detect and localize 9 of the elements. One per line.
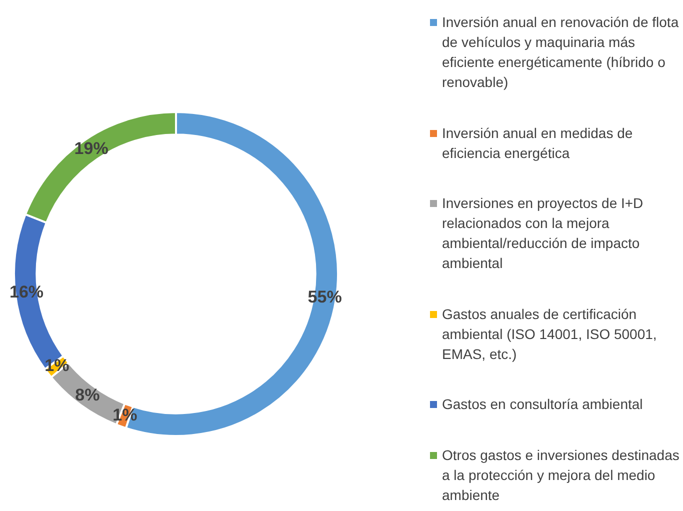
legend-label: Gastos en consultoría ambiental [442, 395, 643, 414]
data-label: 19% [74, 139, 108, 158]
legend-label: Inversión anual en renovación de flota de vehículos y maquinaria más eficiente energéticamente (híbrido o renovable) [442, 13, 680, 92]
data-label: 1% [112, 405, 138, 424]
data-label: 8% [75, 386, 100, 405]
legend-label: Inversiones en proyectos de I+D relacionados con la mejora ambiental/reducción de impacto ambiental [442, 194, 644, 274]
legend-label: Gastos anuales de certificación ambiental (ISO 14001, ISO 50001, EMAS, etc.) [442, 304, 658, 364]
legend-label: Inversión anual en medidas de eficiencia energética [442, 124, 634, 163]
legend-label: Otros gastos e inversiones destinadas a la protección y mejora del medio ambiente [442, 446, 680, 505]
